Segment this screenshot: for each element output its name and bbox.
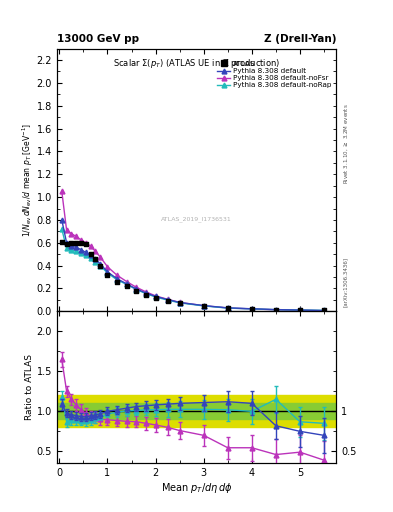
- Y-axis label: Ratio to ATLAS: Ratio to ATLAS: [25, 354, 34, 420]
- Text: Scalar $\Sigma(p_T)$ (ATLAS UE in Z production): Scalar $\Sigma(p_T)$ (ATLAS UE in Z prod…: [113, 56, 280, 70]
- Point: [143, 291, 149, 299]
- Point: [68, 239, 75, 247]
- Point: [225, 304, 231, 312]
- Point: [249, 305, 255, 313]
- Text: [arXiv:1306.3436]: [arXiv:1306.3436]: [343, 257, 348, 307]
- X-axis label: Mean $p_T/d\eta\,d\phi$: Mean $p_T/d\eta\,d\phi$: [161, 481, 232, 495]
- Point: [105, 271, 111, 279]
- Point: [273, 306, 279, 314]
- Point: [83, 241, 89, 249]
- Point: [165, 296, 171, 305]
- Point: [88, 249, 94, 258]
- Y-axis label: $1/N_\mathrm{ev}\,dN_\mathrm{ev}/d$ mean $p_T$ [GeV$^{-1}$]: $1/N_\mathrm{ev}\,dN_\mathrm{ev}/d$ mean…: [21, 123, 35, 237]
- Point: [78, 239, 84, 247]
- Point: [92, 255, 99, 264]
- Text: 13000 GeV pp: 13000 GeV pp: [57, 33, 139, 44]
- Point: [59, 238, 65, 246]
- Point: [123, 282, 130, 290]
- Point: [73, 239, 79, 247]
- Text: Z (Drell-Yan): Z (Drell-Yan): [264, 33, 336, 44]
- Point: [114, 278, 120, 286]
- Text: ATLAS_2019_I1736531: ATLAS_2019_I1736531: [161, 217, 232, 222]
- Point: [152, 293, 159, 302]
- Point: [200, 302, 207, 310]
- Point: [176, 299, 183, 307]
- Point: [133, 287, 140, 295]
- Point: [97, 262, 103, 270]
- Point: [321, 306, 327, 314]
- Point: [297, 306, 303, 314]
- Text: Rivet 3.1.10, $\geq$ 3.2M events: Rivet 3.1.10, $\geq$ 3.2M events: [343, 103, 350, 184]
- Point: [63, 240, 70, 248]
- Legend: ATLAS, Pythia 8.308 default, Pythia 8.308 default-noFsr, Pythia 8.308 default-no: ATLAS, Pythia 8.308 default, Pythia 8.30…: [217, 60, 332, 89]
